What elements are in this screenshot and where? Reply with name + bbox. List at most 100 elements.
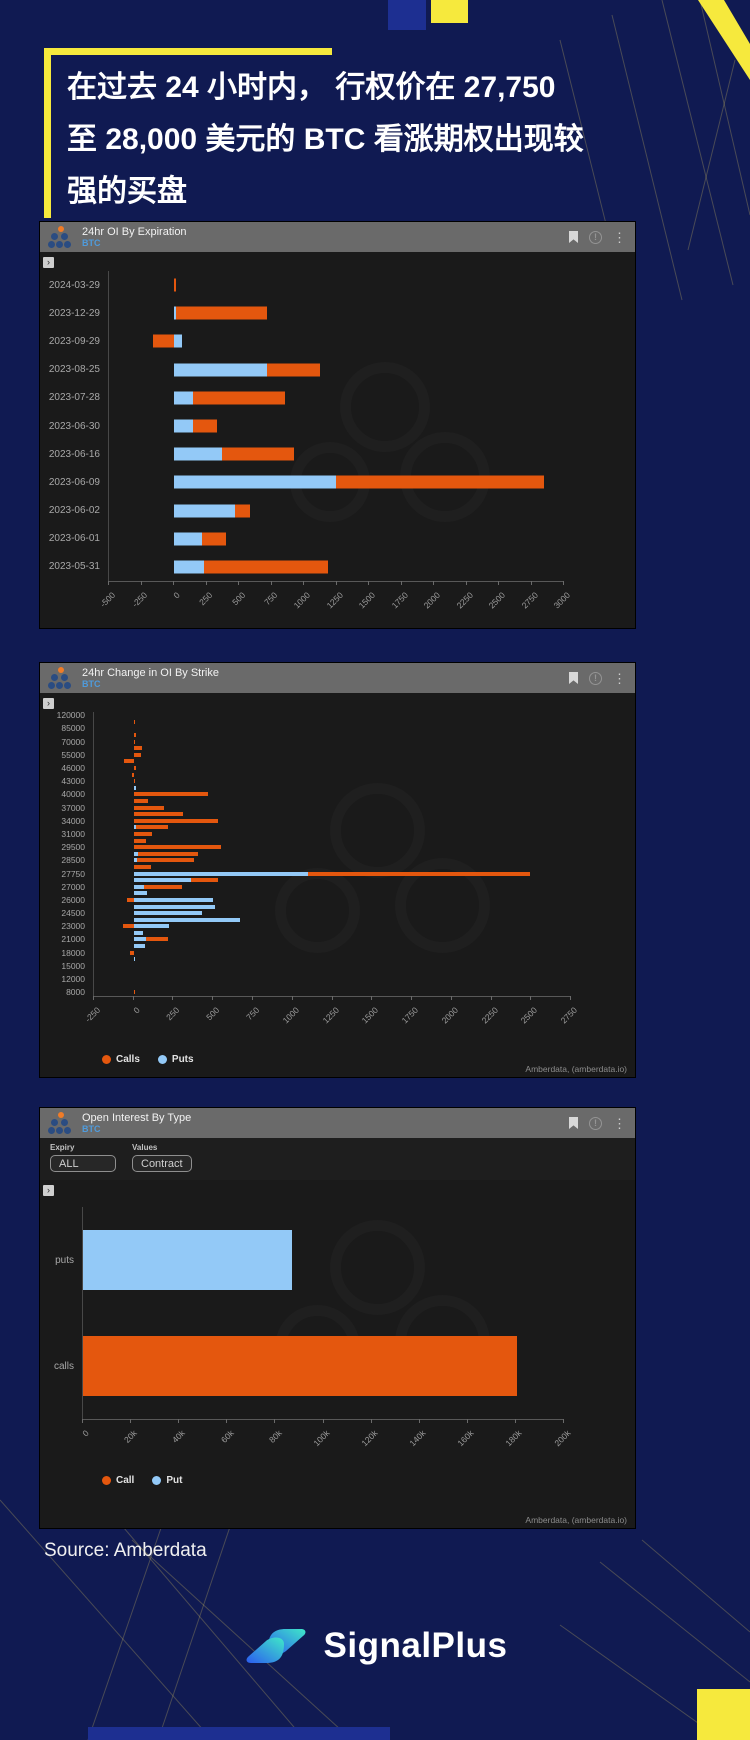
info-icon[interactable]: !	[589, 671, 602, 685]
bar-segment-calls[interactable]	[133, 739, 136, 744]
bar-segment-calls[interactable]	[133, 831, 152, 836]
bar-track	[93, 988, 570, 996]
bar-segment-puts[interactable]	[133, 785, 137, 790]
bar-segment-calls[interactable]	[133, 990, 135, 995]
bar-track	[93, 929, 570, 937]
bar-segment-put[interactable]	[83, 1230, 292, 1290]
bar-segment-calls[interactable]	[133, 812, 183, 817]
bar-segment-calls[interactable]	[129, 950, 134, 955]
bar-segment-calls[interactable]	[308, 871, 531, 876]
category-label: 43000	[61, 776, 85, 787]
bar-segment-puts[interactable]	[133, 851, 138, 856]
bar-segment-puts[interactable]	[173, 560, 205, 574]
bar-segment-puts[interactable]	[133, 917, 240, 922]
bar-segment-calls[interactable]	[133, 766, 137, 771]
bar-segment-calls[interactable]	[133, 746, 142, 751]
chevron-expand-icon[interactable]: ›	[43, 1185, 54, 1196]
bar-segment-puts[interactable]	[133, 858, 137, 863]
bar-segment-puts[interactable]	[173, 475, 336, 489]
legend-item-puts[interactable]: Puts	[157, 1053, 194, 1065]
bar-segment-puts[interactable]	[133, 911, 202, 916]
bar-segment-puts[interactable]	[133, 891, 148, 896]
bar-segment-puts[interactable]	[173, 504, 235, 518]
bar-segment-puts[interactable]	[133, 825, 137, 830]
kebab-menu-icon[interactable]: ⋮	[613, 229, 626, 245]
bookmark-icon[interactable]	[569, 1117, 578, 1129]
bar-segment-calls[interactable]	[266, 363, 320, 377]
bar-segment-calls[interactable]	[122, 924, 134, 929]
signalplus-logo-icon	[246, 1629, 305, 1663]
bar-segment-calls[interactable]	[137, 851, 198, 856]
bar-segment-puts[interactable]	[173, 391, 193, 405]
bar-segment-puts[interactable]	[133, 957, 136, 962]
bar-segment-calls[interactable]	[127, 897, 134, 902]
axis-tick-label: 1750	[389, 590, 410, 611]
chevron-expand-icon[interactable]: ›	[43, 698, 54, 709]
legend-label: Puts	[171, 1053, 194, 1065]
bar-segment-puts[interactable]	[133, 924, 169, 929]
bar-segment-call[interactable]	[83, 1336, 518, 1396]
chevron-expand-icon[interactable]: ›	[43, 257, 54, 268]
bar-segment-calls[interactable]	[173, 278, 176, 292]
bar-segment-puts[interactable]	[133, 878, 191, 883]
bar-segment-puts[interactable]	[133, 937, 146, 942]
bar-segment-calls[interactable]	[133, 779, 135, 784]
bar-segment-puts[interactable]	[133, 944, 145, 949]
legend-item-calls[interactable]: Calls	[102, 1054, 140, 1065]
bar-segment-puts[interactable]	[133, 930, 144, 935]
bar-segment-calls[interactable]	[133, 805, 164, 810]
bar-segment-calls[interactable]	[336, 475, 544, 489]
bar-segment-calls[interactable]	[221, 447, 295, 461]
bar-segment-calls[interactable]	[133, 838, 146, 843]
bar-segment-puts[interactable]	[173, 306, 176, 320]
bar-row	[40, 837, 570, 844]
bar-segment-calls[interactable]	[133, 845, 221, 850]
bar-segment-calls[interactable]	[145, 937, 168, 942]
bar-row: 2023-08-25	[40, 355, 563, 384]
bar-segment-calls[interactable]	[202, 532, 226, 546]
bar-segment-puts[interactable]	[133, 871, 309, 876]
bookmark-icon[interactable]	[569, 672, 578, 684]
bar-segment-calls[interactable]	[190, 878, 218, 883]
bar-segment-puts[interactable]	[173, 334, 183, 348]
expiry-select[interactable]: ALL	[50, 1155, 116, 1172]
kebab-menu-icon[interactable]: ⋮	[613, 670, 626, 686]
bar-segment-calls[interactable]	[124, 759, 134, 764]
bar-segment-calls[interactable]	[204, 560, 328, 574]
bar-segment-calls[interactable]	[136, 825, 168, 830]
bar-row: 2023-06-01	[40, 524, 563, 553]
bar-segment-puts[interactable]	[173, 419, 194, 433]
headline-line-2: 至 28,000 美元的 BTC 看涨期权出现较	[67, 123, 584, 156]
bar-segment-puts[interactable]	[133, 904, 215, 909]
bar-segment-puts[interactable]	[133, 897, 213, 902]
bar-segment-calls[interactable]	[133, 733, 137, 738]
bar-segment-puts[interactable]	[173, 532, 203, 546]
bar-track	[108, 327, 563, 356]
bar-segment-calls[interactable]	[133, 752, 141, 757]
bar-segment-calls[interactable]	[234, 504, 250, 518]
bar-segment-calls[interactable]	[136, 858, 194, 863]
bar-segment-calls[interactable]	[133, 719, 135, 724]
legend-item-call[interactable]: Call	[102, 1475, 134, 1486]
legend-item-put[interactable]: Put	[152, 1475, 182, 1486]
bookmark-icon[interactable]	[569, 231, 578, 243]
bar-segment-calls[interactable]	[175, 306, 267, 320]
bar-segment-calls[interactable]	[131, 772, 134, 777]
kebab-menu-icon[interactable]: ⋮	[613, 1115, 626, 1131]
bar-segment-calls[interactable]	[133, 818, 218, 823]
bar-segment-puts[interactable]	[133, 884, 144, 889]
category-label: 15000	[61, 960, 85, 971]
bar-segment-puts[interactable]	[173, 363, 267, 377]
info-icon[interactable]: !	[589, 1116, 602, 1130]
bar-segment-calls[interactable]	[133, 792, 209, 797]
bar-segment-calls[interactable]	[192, 391, 285, 405]
info-icon[interactable]: !	[589, 230, 602, 244]
bar-segment-calls[interactable]	[153, 334, 174, 348]
bar-segment-puts[interactable]	[173, 447, 222, 461]
axis-tick-label: 1750	[399, 1004, 421, 1025]
bar-segment-calls[interactable]	[133, 799, 148, 804]
bar-segment-calls[interactable]	[143, 884, 183, 889]
values-select[interactable]: Contract	[132, 1155, 192, 1172]
bar-segment-calls[interactable]	[133, 864, 152, 869]
bar-segment-calls[interactable]	[193, 419, 217, 433]
